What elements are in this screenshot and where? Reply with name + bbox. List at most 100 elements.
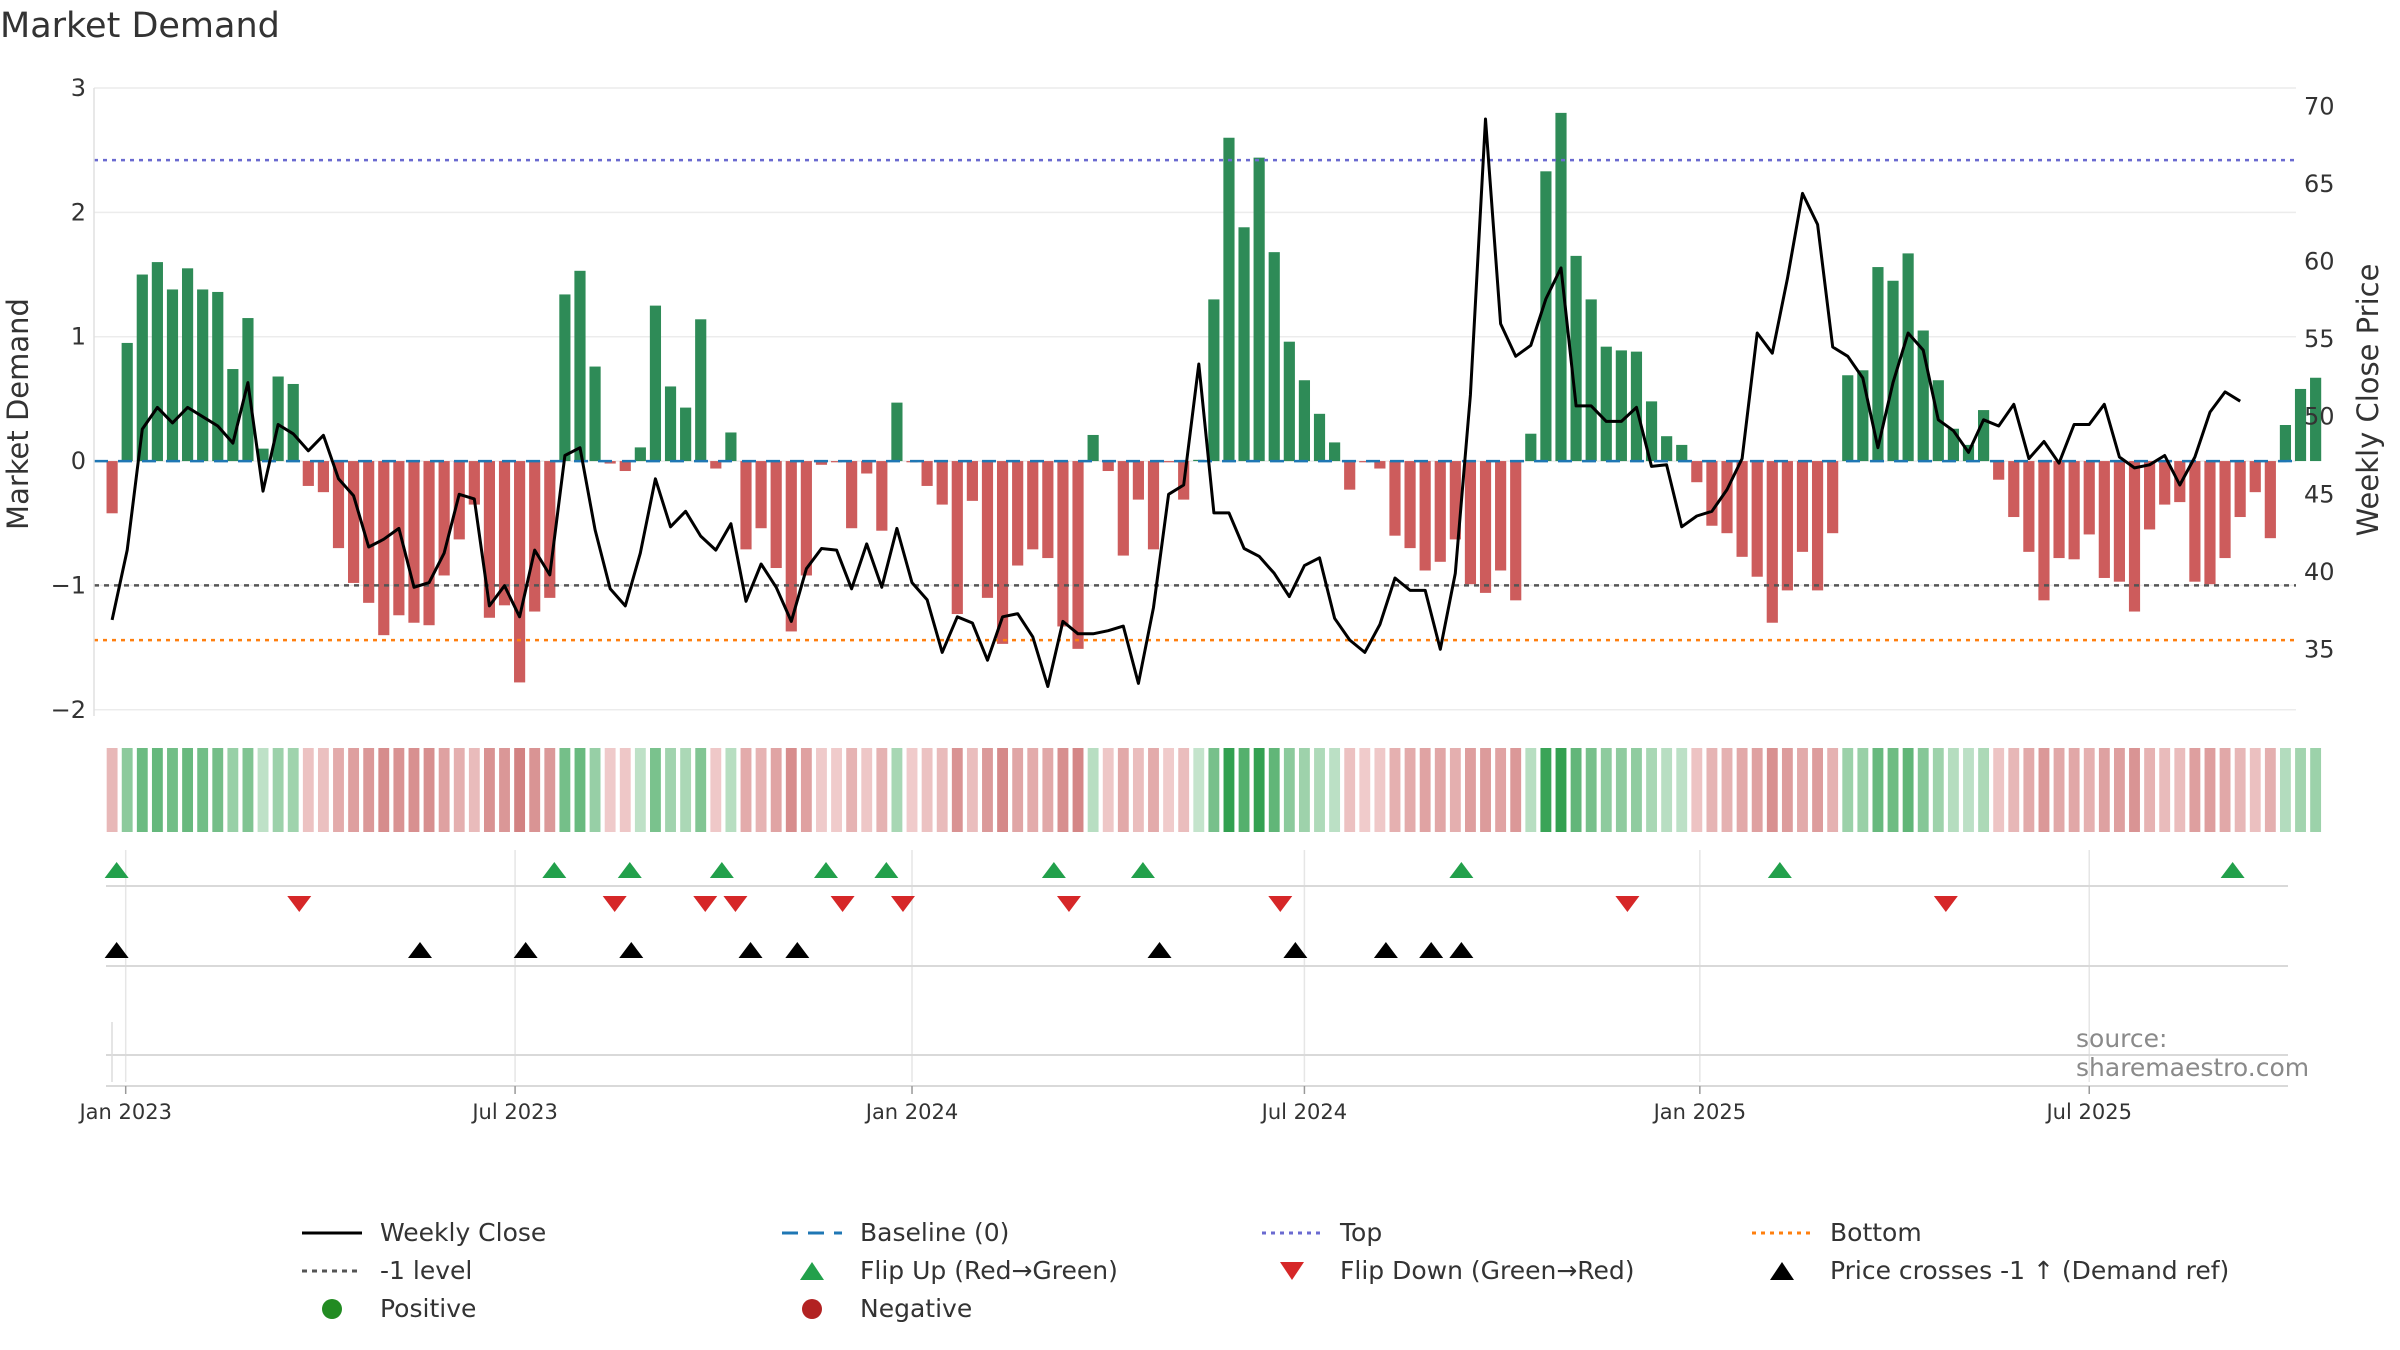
- weekly-close-layer: [110, 117, 2241, 688]
- flip-down-marker: [1933, 896, 1958, 912]
- demand-bar-negative: [453, 461, 465, 540]
- demand-bar-positive: [1887, 280, 1899, 462]
- demand-bar-negative: [1993, 461, 2005, 480]
- legend-minus-one: -1 level: [300, 1256, 472, 1285]
- demand-bar-negative: [1147, 461, 1160, 550]
- heat-cell: [483, 748, 495, 832]
- demand-bar-negative: [1827, 461, 1839, 534]
- demand-bar-positive: [725, 432, 737, 462]
- heat-cell: [1887, 748, 1899, 832]
- flip-up-marker: [813, 862, 838, 878]
- legend-label: Price crosses -1 ↑ (Demand ref): [1830, 1256, 2230, 1285]
- demand-bar-positive: [589, 366, 601, 462]
- demand-bar-positive: [1087, 434, 1099, 462]
- heat-cell: [529, 748, 541, 832]
- demand-bar-negative: [1781, 461, 1793, 591]
- price-cross-marker: [738, 942, 763, 958]
- y-tick-label: 2: [71, 198, 86, 226]
- flip-up-marker: [2220, 862, 2245, 878]
- demand-bar-negative: [2219, 461, 2231, 559]
- demand-bar-negative: [2189, 461, 2201, 582]
- heat-cell: [1329, 748, 1341, 832]
- demand-bar-positive: [2310, 377, 2322, 462]
- demand-bar-negative: [619, 461, 631, 472]
- flip-down-marker: [1615, 896, 1640, 912]
- demand-bar-negative: [1736, 461, 1748, 557]
- y2-tick-label: 45: [2304, 480, 2335, 508]
- demand-bar-negative: [544, 461, 556, 598]
- heat-cell: [846, 748, 858, 832]
- heat-cell: [1087, 748, 1099, 832]
- demand-bar-negative: [468, 461, 480, 505]
- y-tick-label: −1: [51, 571, 86, 599]
- legend-flip-up: Flip Up (Red→Green): [780, 1256, 1118, 1285]
- demand-bar-negative: [1102, 461, 1114, 472]
- demand-bar-negative: [770, 461, 782, 569]
- heat-cell: [1947, 748, 1959, 832]
- heat-cell: [2129, 748, 2140, 832]
- heat-cell: [1917, 748, 1929, 832]
- demand-bar-positive: [1208, 299, 1220, 462]
- demand-bar-positive: [1223, 137, 1235, 462]
- x-tick-label: Jan 2024: [864, 1100, 959, 1124]
- heat-cell: [1389, 748, 1401, 832]
- demand-bar-negative: [2008, 461, 2020, 518]
- heat-cell: [2310, 748, 2322, 832]
- heat-cell: [1148, 748, 1159, 832]
- flip-up-marker: [104, 862, 129, 878]
- heat-cell: [1042, 748, 1054, 832]
- demand-bar-negative: [2083, 461, 2095, 535]
- demand-bar-negative: [1510, 461, 1522, 601]
- demand-bar-negative: [2264, 461, 2276, 539]
- heat-cell: [348, 748, 360, 832]
- heat-cell: [257, 748, 269, 832]
- demand-bar-negative: [981, 461, 994, 598]
- demand-bar-positive: [574, 270, 586, 462]
- demand-bar-negative: [710, 461, 722, 469]
- heat-cell: [1268, 748, 1280, 832]
- demand-bar-positive: [121, 342, 133, 462]
- heat-cell: [921, 748, 933, 832]
- y2-tick-label: 40: [2304, 558, 2335, 586]
- legend-negative: Negative: [780, 1294, 972, 1323]
- demand-bar-negative: [393, 461, 405, 616]
- flip-down-marker: [1056, 896, 1081, 912]
- bar-layer: [106, 112, 2322, 683]
- heat-cell: [1751, 748, 1763, 832]
- heat-cell: [695, 748, 707, 832]
- heat-cell: [2038, 748, 2050, 832]
- legend-label: Negative: [860, 1294, 973, 1323]
- heat-cell: [559, 748, 571, 832]
- heat-cell: [2295, 748, 2306, 832]
- heat-cell: [1585, 748, 1597, 832]
- x-tick-label: Jul 2023: [470, 1100, 557, 1124]
- heat-cell: [151, 748, 163, 832]
- heat-cell: [1600, 748, 1612, 832]
- x-tick-label: Jul 2024: [1260, 1100, 1347, 1124]
- legend-top: Top: [1260, 1218, 1382, 1247]
- heat-cell: [2219, 748, 2231, 832]
- heat-cell: [1827, 748, 1839, 832]
- y2-tick-label: 65: [2304, 170, 2335, 198]
- heat-cell: [982, 748, 993, 832]
- y-tick-label: 3: [71, 74, 86, 102]
- demand-bar-positive: [634, 447, 646, 462]
- heat-cell: [1676, 748, 1688, 832]
- demand-bar-negative: [378, 461, 390, 636]
- heat-cell: [1721, 748, 1733, 832]
- demand-bar-negative: [861, 461, 873, 474]
- y2-axis-label: Weekly Close Price: [2351, 264, 2385, 537]
- demand-bar-positive: [1268, 252, 1280, 462]
- flip-up-marker: [542, 862, 567, 878]
- reference-lines-layer: [94, 158, 2296, 642]
- heat-cell: [2189, 748, 2201, 832]
- heat-cell: [2174, 748, 2186, 832]
- heat-cell: [680, 748, 692, 832]
- demand-bar-negative: [1419, 461, 1431, 571]
- heat-cell: [1449, 748, 1461, 832]
- heat-cell: [1540, 748, 1552, 832]
- price-cross-marker: [1449, 942, 1474, 958]
- demand-bar-positive: [1283, 341, 1295, 462]
- heat-cell: [167, 748, 178, 832]
- demand-bar-positive: [1238, 227, 1250, 462]
